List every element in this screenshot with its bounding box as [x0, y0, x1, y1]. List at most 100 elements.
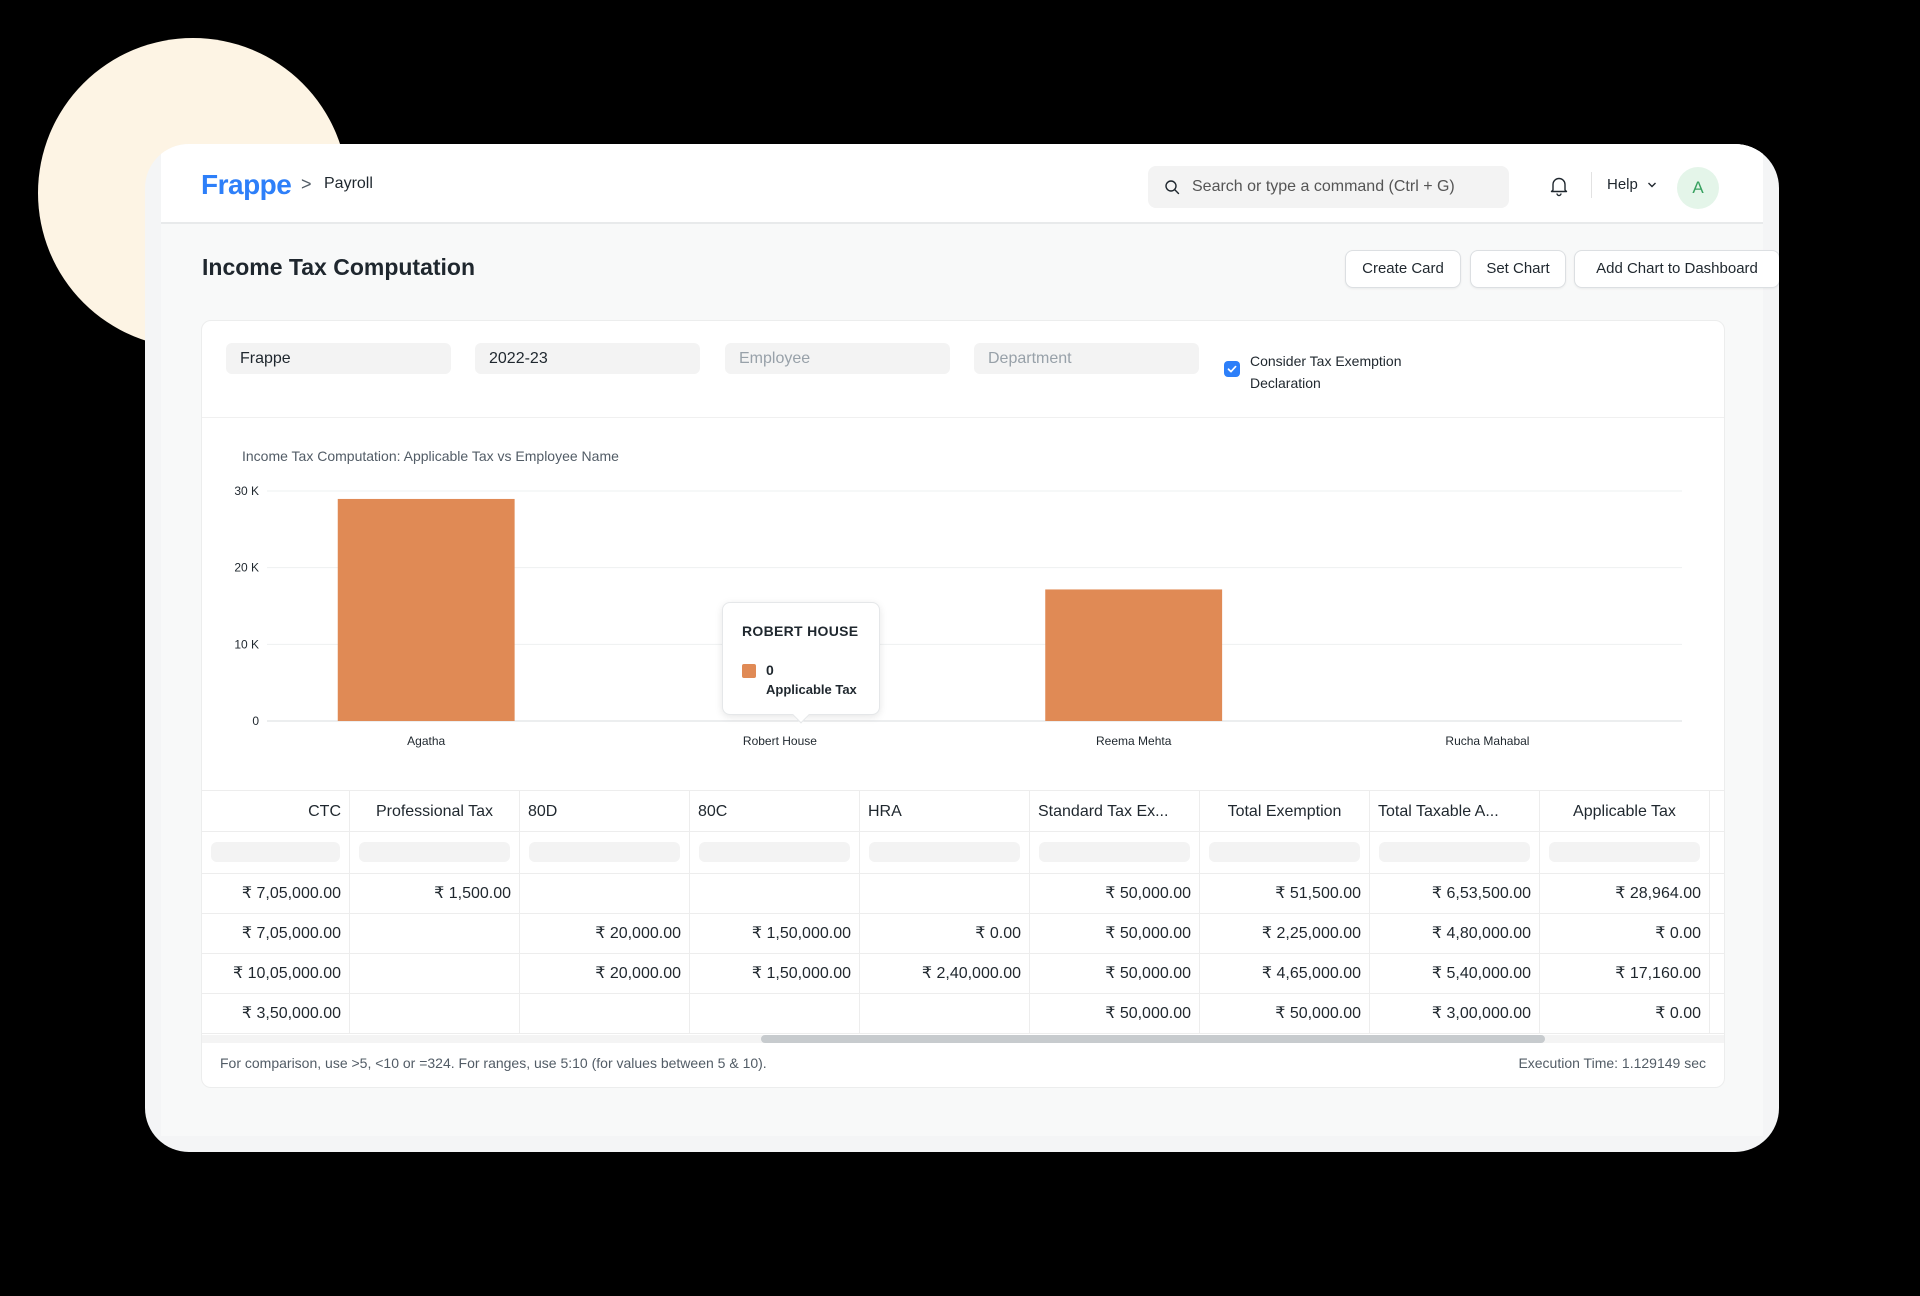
table-cell[interactable]: ₹ 50,000.00: [1030, 874, 1200, 914]
table-cell[interactable]: ₹ 50,000.00: [1030, 914, 1200, 954]
y-tick-label: 0: [252, 714, 259, 728]
bell-icon[interactable]: [1548, 175, 1570, 197]
column-filter-cell: [202, 832, 350, 874]
chart-title: Income Tax Computation: Applicable Tax v…: [242, 448, 619, 464]
table-cell[interactable]: ₹ 50,000.00: [1200, 994, 1370, 1034]
set-chart-button[interactable]: Set Chart: [1470, 250, 1566, 288]
table-cell[interactable]: [690, 874, 860, 914]
table-cell[interactable]: [350, 994, 520, 1034]
column-header[interactable]: CTC: [202, 791, 350, 833]
table-cell[interactable]: ₹ 50,000.00: [1030, 954, 1200, 994]
table-cell[interactable]: ₹ 0.00: [860, 914, 1030, 954]
table-cell[interactable]: ₹ 0.00: [1540, 914, 1710, 954]
table-cell[interactable]: ₹ 3,00,000.00: [1370, 994, 1540, 1034]
column-filter-input[interactable]: [211, 842, 340, 862]
table-cell[interactable]: ₹ 0.00: [1540, 994, 1710, 1034]
table-cell[interactable]: [520, 994, 690, 1034]
table-cell[interactable]: ₹ 20,000.00: [520, 954, 690, 994]
scrollbar-thumb[interactable]: [761, 1035, 1545, 1043]
checkmark-icon: [1227, 365, 1237, 373]
column-filter-input[interactable]: [1039, 842, 1190, 862]
table-cell[interactable]: ₹ 2,25,000.00: [1200, 914, 1370, 954]
breadcrumb-payroll[interactable]: Payroll: [324, 175, 373, 192]
column-filter-input[interactable]: [1209, 842, 1360, 862]
consider-exemption-label[interactable]: Consider Tax Exemption Declaration: [1250, 350, 1401, 394]
employee-filter[interactable]: Employee: [725, 343, 950, 374]
consider-exemption-label-line2: Declaration: [1250, 375, 1321, 391]
table-cell[interactable]: ₹ 4,65,000.00: [1200, 954, 1370, 994]
department-filter[interactable]: Department: [974, 343, 1199, 374]
company-filter[interactable]: Frappe: [226, 343, 451, 374]
x-tick-label: Robert House: [743, 734, 817, 748]
column-filter-input[interactable]: [1549, 842, 1700, 862]
table-cell[interactable]: ₹ 17,160.00: [1540, 954, 1710, 994]
column-filter-cell: [1030, 832, 1200, 874]
table-cell[interactable]: [350, 914, 520, 954]
column-header[interactable]: Total Exemption: [1200, 791, 1370, 833]
x-tick-label: Reema Mehta: [1096, 734, 1172, 748]
column-filter-input[interactable]: [529, 842, 680, 862]
y-tick-label: 30 K: [234, 484, 259, 498]
avatar[interactable]: A: [1677, 167, 1719, 209]
search-input[interactable]: [1192, 166, 1492, 208]
chart-tooltip: ROBERT HOUSE 0 Applicable Tax: [722, 602, 880, 724]
column-filter-input[interactable]: [699, 842, 850, 862]
filter-help-note: For comparison, use >5, <10 or =324. For…: [220, 1055, 767, 1071]
column-header[interactable]: 80C: [690, 791, 860, 833]
table-cell[interactable]: ₹ 7,05,000.00: [202, 874, 350, 914]
table-cell[interactable]: [860, 994, 1030, 1034]
column-filter-cell: [860, 832, 1030, 874]
column-header[interactable]: 80D: [520, 791, 690, 833]
execution-time: Execution Time: 1.129149 sec: [1518, 1055, 1706, 1071]
table-cell[interactable]: ₹ 51,500.00: [1200, 874, 1370, 914]
search-bar[interactable]: [1148, 166, 1509, 208]
x-tick-label: Agatha: [407, 734, 445, 748]
column-header[interactable]: Professional Tax: [350, 791, 520, 833]
column-filter-cell: [350, 832, 520, 874]
help-label: Help: [1607, 176, 1638, 193]
table-cell[interactable]: ₹ 6,53,500.00: [1370, 874, 1540, 914]
table-cell[interactable]: ₹ 1,500.00: [350, 874, 520, 914]
table-cell[interactable]: ₹ 20,000.00: [520, 914, 690, 954]
table-cell[interactable]: ₹ 28,964.00: [1540, 874, 1710, 914]
table-row: ₹ 3,50,000.00 ₹ 50,000.00 ₹ 50,000.00 ₹ 3,0…: [202, 994, 1724, 1034]
column-filter-input[interactable]: [869, 842, 1020, 862]
table-cell[interactable]: ₹ 7,05,000.00: [202, 914, 350, 954]
table-cell[interactable]: ₹ 1,50,000.00: [690, 954, 860, 994]
table-cell[interactable]: [690, 994, 860, 1034]
table-cell[interactable]: [860, 874, 1030, 914]
table-cell[interactable]: ₹ 3,50,000.00: [202, 994, 350, 1034]
frappe-logo[interactable]: Frappe: [201, 169, 292, 200]
table-cell[interactable]: ₹ 1,50,000.00: [690, 914, 860, 954]
column-header[interactable]: Applicable Tax: [1540, 791, 1710, 833]
table-cell[interactable]: [350, 954, 520, 994]
column-filter-input[interactable]: [359, 842, 510, 862]
table-row: ₹ 7,05,000.00 ₹ 20,000.00 ₹ 1,50,000.00 ₹ 0…: [202, 914, 1724, 954]
payroll-period-filter[interactable]: 2022-23: [475, 343, 700, 374]
column-header[interactable]: Total Taxable A...: [1370, 791, 1540, 833]
bar-agatha: [337, 498, 515, 721]
table-cell[interactable]: ₹ 5,40,000.00: [1370, 954, 1540, 994]
column-header[interactable]: HRA: [860, 791, 1030, 833]
table-header-row: CTC Professional Tax 80D 80C HRA Standard Tax…: [202, 790, 1724, 833]
table-cell[interactable]: ₹ 10,05,000.00: [202, 954, 350, 994]
table-cell[interactable]: [520, 874, 690, 914]
column-filter-input[interactable]: [1379, 842, 1530, 862]
tooltip-label: Applicable Tax: [766, 682, 857, 697]
chevron-right-icon: >: [301, 174, 312, 194]
table-cell[interactable]: ₹ 2,40,000.00: [860, 954, 1030, 994]
consider-exemption-checkbox[interactable]: [1224, 361, 1240, 377]
table-cell[interactable]: ₹ 50,000.00: [1030, 994, 1200, 1034]
bar-reema-mehta: [1045, 589, 1223, 721]
column-header[interactable]: Standard Tax Ex...: [1030, 791, 1200, 833]
column-filter-cell: [1540, 832, 1710, 874]
table-row: ₹ 7,05,000.00 ₹ 1,500.00 ₹ 50,000.00 ₹ 51,5…: [202, 874, 1724, 914]
table-cell[interactable]: ₹ 4,80,000.00: [1370, 914, 1540, 954]
column-filter-cell: [690, 832, 860, 874]
help-dropdown[interactable]: Help: [1607, 176, 1657, 193]
tooltip-value: 0: [766, 662, 774, 678]
create-card-button[interactable]: Create Card: [1345, 250, 1461, 288]
add-chart-to-dashboard-button[interactable]: Add Chart to Dashboard: [1574, 250, 1779, 288]
y-tick-label: 20 K: [234, 561, 259, 575]
column-filter-cell: [1370, 832, 1540, 874]
